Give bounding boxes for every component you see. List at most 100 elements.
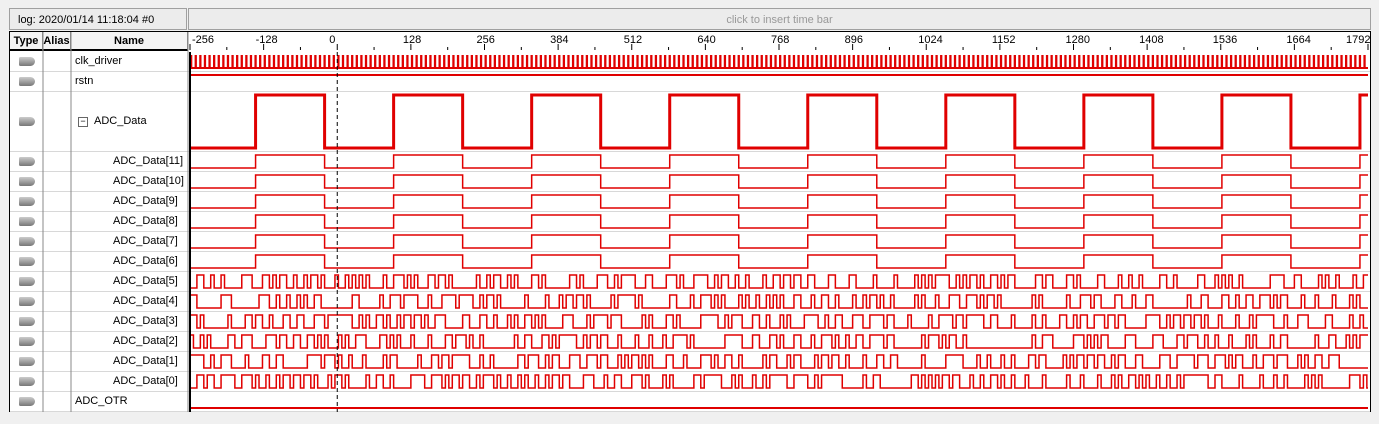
clock-pulse [1340,55,1343,68]
clock-pulse [898,55,901,68]
signal-row[interactable]: rstn [10,72,1370,92]
clock-pulse [1174,55,1178,68]
signal-name[interactable]: ADC_Data[0] [113,375,178,387]
clock-pulse [443,55,446,68]
clock-pulse [1101,55,1104,68]
time-tick-label: 896 [845,34,863,46]
signal-name[interactable]: ADC_Data[7] [113,235,178,247]
signal-name[interactable]: ADC_Data[2] [113,335,178,347]
signal-row[interactable]: ADC_Data[11] [10,152,1370,172]
clock-pulse [1068,55,1072,68]
clock-pulse [871,55,874,68]
signal-name[interactable]: clk_driver [75,55,123,67]
signal-name[interactable]: ADC_Data[4] [113,295,178,307]
signal-trace [190,294,1368,309]
clock-pulse [825,55,828,68]
signal-name[interactable]: ADC_Data[9] [113,195,178,207]
signal-row[interactable]: ADC_Data[7] [10,232,1370,252]
signal-trace [190,234,1368,249]
clock-pulse [1248,55,1251,68]
clock-pulse [521,55,524,68]
clock-pulse [663,55,667,68]
clock-pulse [489,55,492,68]
clock-pulse [286,55,289,68]
clock-pulse [769,55,773,68]
column-header-type[interactable]: Type [10,32,43,51]
signal-name[interactable]: ADC_Data[10] [113,175,184,187]
clock-pulse [645,55,648,68]
signal-name[interactable]: ADC_Data[5] [113,275,178,287]
clock-pulse [636,55,639,68]
clock-pulse [783,55,786,68]
clock-pulse [1124,55,1127,68]
clock-pulse [1303,55,1306,68]
signal-name[interactable]: ADC_Data[11] [113,155,184,167]
clock-pulse [857,55,860,68]
clock-pulse [544,55,547,68]
signal-row[interactable]: ADC_Data[8] [10,212,1370,232]
signal-name[interactable]: ADC_Data[6] [113,255,178,267]
clock-pulse [484,55,487,68]
clock-pulse [880,55,883,68]
clock-pulse [328,55,331,68]
clock-pulse [834,55,837,68]
signal-name[interactable]: ADC_Data[1] [113,355,178,367]
signal-name[interactable]: rstn [75,75,94,87]
signal-name[interactable]: ADC_OTR [75,395,128,407]
clock-pulse [705,55,708,68]
clock-pulse [479,55,483,68]
clock-pulse [1142,55,1145,68]
clock-pulse [1147,55,1150,68]
signal-row[interactable]: ADC_Data[4] [10,292,1370,312]
clock-pulse [940,55,943,68]
clock-pulse [594,55,598,68]
time-tick-label: 0 [329,34,335,46]
signal-trace [190,214,1368,229]
output-icon [19,397,35,406]
clock-pulse [1027,55,1030,68]
signal-row[interactable]: ADC_OTR [10,392,1370,412]
time-bar-insert-area[interactable]: click to insert time bar [188,8,1371,30]
clock-pulse [599,55,602,68]
clock-pulse [360,55,363,68]
clock-pulse [1091,55,1095,68]
time-tick-label: 128 [403,34,421,46]
signal-row[interactable]: ADC_Data[9] [10,192,1370,212]
clock-pulse [429,55,432,68]
signal-name[interactable]: ADC_Data [94,115,147,127]
clock-pulse [456,55,460,68]
collapse-toggle[interactable]: − [78,117,88,127]
signal-row[interactable]: ADC_Data[3] [10,312,1370,332]
time-tick-label: 1152 [992,34,1016,46]
signal-row[interactable]: ADC_Data[6] [10,252,1370,272]
signal-trace [190,334,1368,349]
clock-pulse [259,55,262,68]
clock-pulse [719,55,722,68]
clock-pulse [452,55,455,68]
clock-pulse [930,55,934,68]
clock-pulse [1064,55,1067,68]
signal-row[interactable]: ADC_Data[1] [10,352,1370,372]
clock-pulse [397,55,400,68]
signal-trace [190,254,1368,269]
clock-pulse [493,55,497,68]
signal-row[interactable]: ADC_Data[5] [10,272,1370,292]
signal-name[interactable]: ADC_Data[3] [113,315,178,327]
output-icon [19,197,35,206]
signal-row[interactable]: ADC_Data[2] [10,332,1370,352]
column-header-alias[interactable]: Alias [43,32,71,51]
signal-row[interactable]: ADC_Data[10] [10,172,1370,192]
clock-pulse [1018,55,1021,68]
column-header-name[interactable]: Name [71,32,188,51]
clock-pulse [935,55,938,68]
clock-pulse [1298,55,1302,68]
signal-row[interactable]: ADC_Data − [10,92,1370,152]
clock-pulse [410,55,414,68]
clock-pulse [659,55,662,68]
signal-name[interactable]: ADC_Data[8] [113,215,178,227]
clock-pulse [461,55,464,68]
signal-row[interactable]: ADC_Data[0] [10,372,1370,392]
signal-row[interactable]: clk_driver [10,52,1370,72]
clock-pulse [581,55,584,68]
